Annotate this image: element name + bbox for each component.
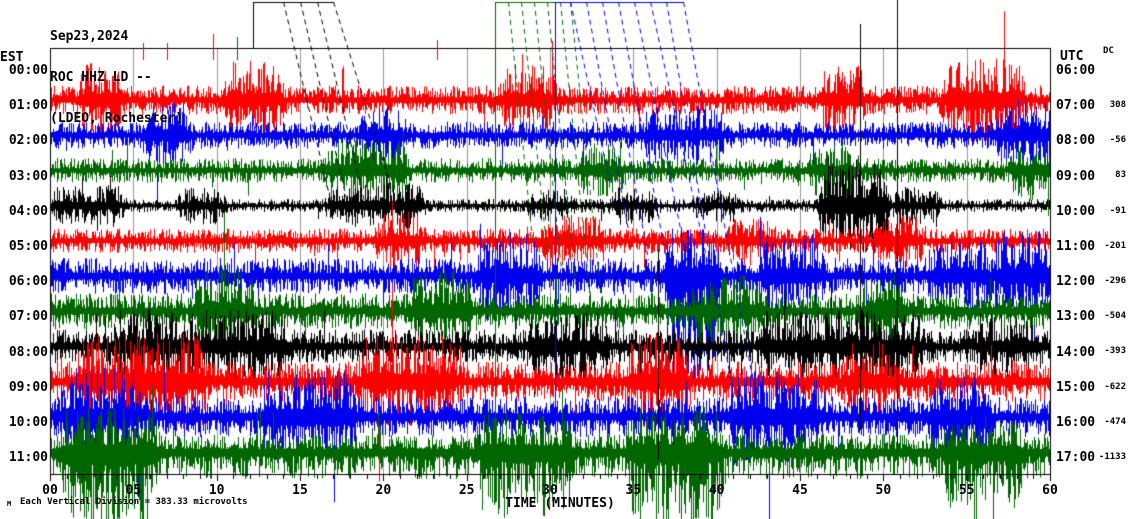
est-time-label: 06:00 <box>8 274 48 290</box>
dc-value-label: 308 <box>1109 100 1126 110</box>
network-label: (LDEO, Rochester) <box>50 111 184 126</box>
dc-column-title: DC <box>1103 46 1114 56</box>
est-time-label: 05:00 <box>8 239 48 254</box>
minutes-tick-label: 20 <box>375 483 392 498</box>
dc-value-label: 83 <box>1115 170 1126 181</box>
est-time-label: 07:00 <box>8 309 48 325</box>
est-time-label: 08:00 <box>8 344 48 360</box>
utc-time-label: 15:00 <box>1056 379 1096 395</box>
dc-value-label: -91 <box>1109 205 1126 216</box>
minutes-tick-label: 55 <box>958 483 975 498</box>
est-time-label: 00:00 <box>8 63 48 78</box>
dc-value-label: -474 <box>1104 416 1126 427</box>
minutes-tick-label: 30 <box>542 483 558 498</box>
scale-marker: M <box>7 500 12 508</box>
est-time-label: 09:00 <box>8 379 48 395</box>
dc-value-label: -504 <box>1104 311 1126 322</box>
est-time-label: 03:00 <box>8 168 48 184</box>
station-label: ROC HHZ LD -- <box>50 70 152 85</box>
utc-time-label: 11:00 <box>1056 239 1096 254</box>
minutes-tick-label: 15 <box>292 483 308 498</box>
dc-value-label: -1133 <box>1098 452 1126 462</box>
dc-value-label: -296 <box>1104 276 1126 286</box>
dc-value-label: -201 <box>1104 240 1126 251</box>
utc-time-label: 16:00 <box>1056 415 1096 430</box>
utc-time-label: 13:00 <box>1056 309 1096 325</box>
est-time-label: 10:00 <box>8 415 48 430</box>
minutes-tick-label: 05 <box>125 483 142 498</box>
left-axis-title: EST <box>0 50 24 65</box>
minutes-tick-label: 10 <box>208 483 225 498</box>
utc-time-label: 10:00 <box>1056 203 1096 219</box>
minutes-tick-label: 00 <box>42 483 58 498</box>
est-time-label: 01:00 <box>8 98 48 114</box>
utc-time-label: 08:00 <box>1056 133 1096 149</box>
utc-time-label: 14:00 <box>1056 344 1096 360</box>
utc-time-label: 17:00 <box>1056 450 1096 466</box>
utc-time-label: 09:00 <box>1056 168 1096 184</box>
est-time-label: 04:00 <box>8 203 48 219</box>
x-axis-title: TIME (MINUTES) <box>505 496 615 511</box>
minutes-tick-label: 60 <box>1042 483 1058 498</box>
utc-time-label: 06:00 <box>1056 63 1096 78</box>
dc-value-label: -56 <box>1109 135 1126 146</box>
est-time-label: 11:00 <box>8 450 48 466</box>
utc-time-label: 07:00 <box>1056 98 1096 114</box>
minutes-tick-label: 45 <box>792 483 808 498</box>
dc-value-label: -393 <box>1104 346 1126 357</box>
title-block: Sep23,2024 ROC HHZ LD -- (LDEO, Rocheste… <box>50 3 183 152</box>
est-time-label: 02:00 <box>8 133 48 149</box>
right-axis-title: UTC <box>1060 49 1084 64</box>
minutes-tick-label: 35 <box>625 483 642 498</box>
minutes-tick-label: 50 <box>875 483 892 498</box>
scale-caption: Each Vertical Division = 383.33 microvol… <box>20 497 248 507</box>
date-label: Sep23,2024 <box>50 29 129 44</box>
minutes-tick-label: 25 <box>458 483 475 498</box>
minutes-tick-label: 40 <box>708 483 725 498</box>
dc-value-label: -622 <box>1104 381 1126 392</box>
utc-time-label: 12:00 <box>1056 274 1096 290</box>
